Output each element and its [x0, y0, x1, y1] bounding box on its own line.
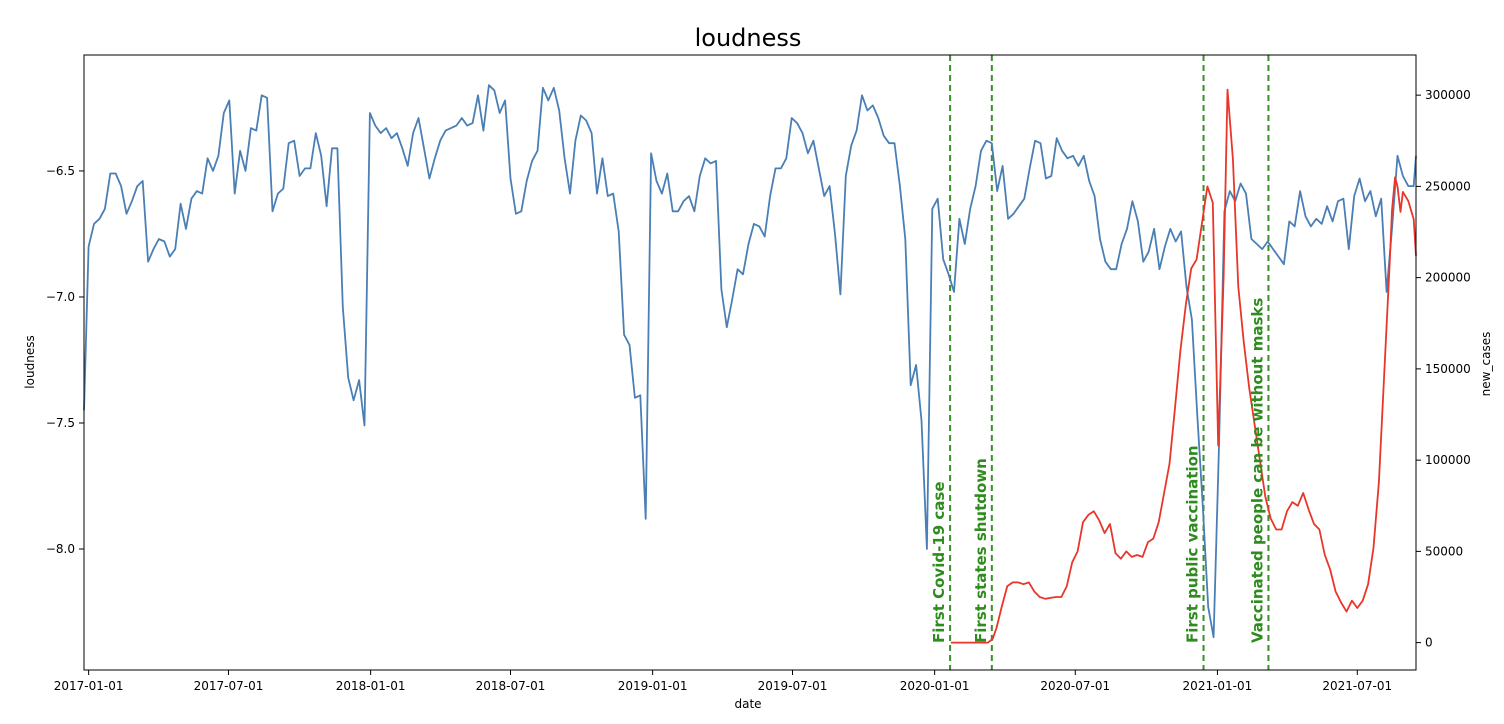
y-axis-ticks: −6.5 −7.0 −7.5 −8.0	[46, 164, 84, 556]
x-tick-label: 2019-07-01	[758, 679, 828, 693]
x-tick-label: 2021-01-01	[1183, 679, 1253, 693]
event-annotations: First Covid-19 case First states shutdown…	[930, 298, 1266, 643]
y-right-tick-label: 0	[1425, 636, 1433, 650]
series-layer	[83, 84, 1417, 644]
chart-title: loudness	[695, 24, 802, 52]
y-right-tick-label: 100000	[1425, 453, 1471, 467]
y-right-tick-label: 250000	[1425, 179, 1471, 193]
x-axis-ticks: 2017-01-01 2017-07-01 2018-01-01 2018-07-01…	[54, 670, 1392, 693]
y-right-tick-label: 50000	[1425, 544, 1463, 558]
series-line-loudness	[83, 84, 1417, 639]
y-right-tick-label: 300000	[1425, 88, 1471, 102]
series-line-new-cases	[950, 88, 1417, 644]
y-tick-label: −7.5	[46, 416, 75, 430]
event-label: First public vaccination	[1184, 445, 1202, 643]
event-label: Vaccinated people can be without masks	[1248, 298, 1266, 643]
y-axis-label: loudness	[23, 335, 37, 388]
plot-frame	[83, 54, 1417, 671]
event-label: First states shutdown	[972, 458, 990, 643]
y-axis-right-ticks: 0 50000 100000 150000 200000 250000 300000	[1416, 88, 1471, 650]
y-right-tick-label: 200000	[1425, 271, 1471, 285]
x-axis-label: date	[734, 697, 761, 711]
x-tick-label: 2020-01-01	[900, 679, 970, 693]
x-tick-label: 2020-07-01	[1040, 679, 1110, 693]
y-tick-label: −7.0	[46, 290, 75, 304]
y-tick-label: −6.5	[46, 164, 75, 178]
event-lines	[949, 55, 1270, 670]
event-label: First Covid-19 case	[930, 481, 948, 643]
x-tick-label: 2018-01-01	[336, 679, 406, 693]
x-tick-label: 2017-07-01	[194, 679, 264, 693]
x-tick-label: 2017-01-01	[54, 679, 124, 693]
x-tick-label: 2021-07-01	[1322, 679, 1392, 693]
x-tick-label: 2018-07-01	[476, 679, 546, 693]
y-axis-right-label: new_cases	[1479, 332, 1493, 397]
x-tick-label: 2019-01-01	[618, 679, 688, 693]
y-right-tick-label: 150000	[1425, 362, 1471, 376]
y-tick-label: −8.0	[46, 542, 75, 556]
